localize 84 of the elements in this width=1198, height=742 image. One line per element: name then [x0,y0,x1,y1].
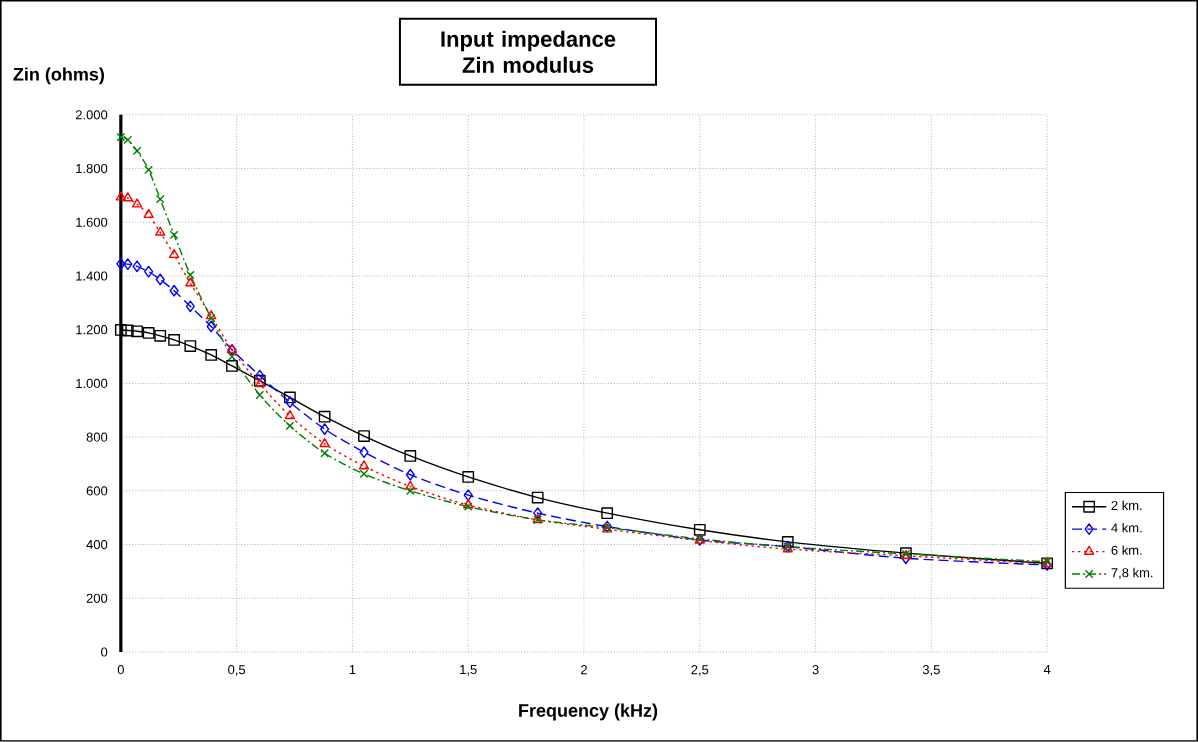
legend-label: 2 km. [1111,500,1142,511]
y-tick-label: 1.800 [76,164,108,174]
point [359,446,369,459]
point [115,191,127,201]
point [405,486,415,496]
point [284,391,296,404]
point [533,507,543,520]
point [185,270,195,280]
point [114,324,127,336]
x-tick-label: 2 [581,665,587,675]
point [144,265,154,278]
y-tick-label: 0 [101,647,108,657]
point [227,352,237,361]
x-tick-label: 3,5 [922,665,940,676]
y-tick-label: 1.000 [76,378,108,389]
legend-label: 7,8 km. [1111,567,1153,579]
point [254,378,265,388]
point [168,334,181,346]
point [255,369,265,382]
point [206,320,216,333]
point [122,192,134,202]
y-tick-label: 1.200 [76,325,108,335]
point [463,489,473,502]
y-tick-label: 2.000 [75,110,108,120]
point [404,450,417,462]
point [143,208,154,219]
x-tick-label: 1 [349,665,356,675]
point [285,396,295,409]
point [184,340,197,353]
chart-title: Input impedance Zin modulus [441,30,616,73]
x-tick-label: 4 [1043,665,1051,675]
point [121,324,134,337]
point [405,468,415,481]
point [405,480,416,490]
point [359,469,369,479]
point [123,258,133,271]
legend-label: 6 km. [1111,545,1142,555]
point [155,226,166,236]
x-tick-label: 0 [117,665,124,675]
point [781,536,794,548]
point [132,146,142,156]
point [320,448,330,458]
point [320,423,330,436]
y-tick-label: 1.600 [76,217,108,227]
y-tick-label: 400 [86,540,108,550]
x-axis-title: Frequency (kHz) [519,703,658,721]
point [155,194,165,204]
point [169,230,179,240]
point [185,300,195,313]
point [155,273,165,286]
point [154,330,167,342]
point [132,260,142,273]
legend-label: 4 km. [1111,523,1142,533]
y-axis-title: Zin (ohms) [13,67,105,85]
point [116,258,126,270]
x-tick-label: 1,5 [460,665,477,676]
point [255,390,265,400]
y-tick-label: 200 [86,593,108,603]
point [205,349,218,361]
point [319,438,330,448]
point [693,523,706,536]
point [131,198,143,208]
point [358,460,370,470]
y-tick-label: 800 [86,432,108,442]
point [285,421,295,431]
x-tick-label: 3 [812,665,819,675]
point [318,410,331,423]
y-tick-label: 1.400 [76,271,108,281]
point [185,277,196,287]
point [253,374,266,387]
y-tick-label: 600 [86,486,108,496]
x-tick-label: 2,5 [691,665,709,676]
point [169,284,179,297]
point [601,507,614,520]
point [142,327,155,339]
point [144,165,154,175]
point [358,430,370,443]
point [531,491,544,504]
point [284,410,296,420]
point [131,325,143,338]
point [226,360,238,372]
x-tick-label: 0,5 [228,665,246,676]
point [168,248,180,259]
point [462,471,475,483]
